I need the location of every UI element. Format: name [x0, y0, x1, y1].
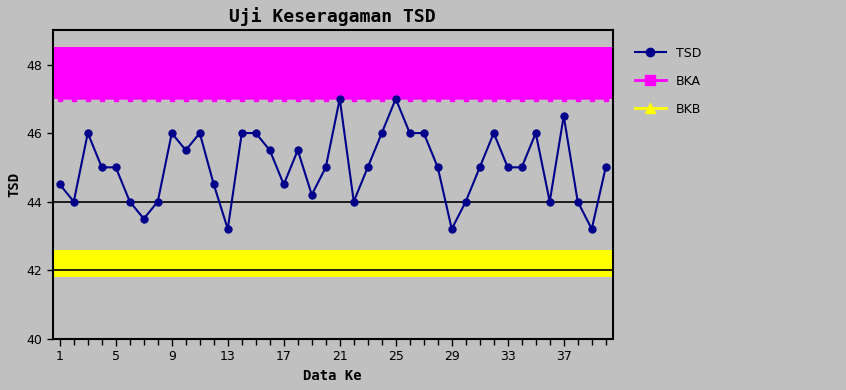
- Title: Uji Keseragaman TSD: Uji Keseragaman TSD: [229, 7, 436, 26]
- X-axis label: Data Ke: Data Ke: [304, 369, 362, 383]
- Y-axis label: TSD: TSD: [7, 172, 21, 197]
- Legend: TSD, BKA, BKB: TSD, BKA, BKB: [624, 37, 711, 126]
